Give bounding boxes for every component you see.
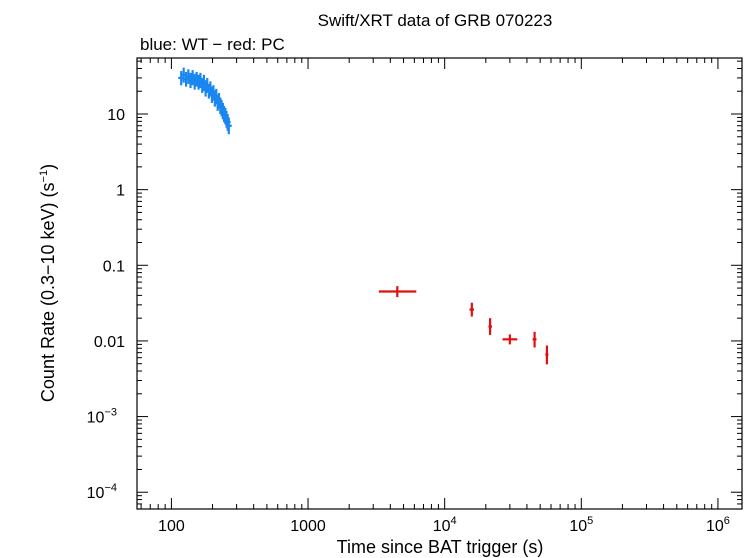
y-tick-label: 1 xyxy=(116,183,125,200)
x-tick-label: 105 xyxy=(569,515,593,535)
y-tick-label: 10−3 xyxy=(87,407,117,427)
data-series xyxy=(178,67,549,365)
x-axis-label: Time since BAT trigger (s) xyxy=(337,537,544,557)
plot-frame xyxy=(136,57,743,510)
y-tick-label: 10−4 xyxy=(87,482,117,502)
y-tick-label: 0.1 xyxy=(103,258,125,275)
chart-title: Swift/XRT data of GRB 070223 xyxy=(318,11,553,30)
y-tick-label: 0.01 xyxy=(94,334,125,351)
y-axis-label: Count Rate (0.3−10 keV) (s−1) xyxy=(38,164,58,402)
series-pc xyxy=(378,286,549,365)
x-tick-label: 104 xyxy=(433,515,457,535)
chart-subtitle: blue: WT − red: PC xyxy=(140,35,285,54)
x-tick-label: 1000 xyxy=(290,518,326,535)
series-wt xyxy=(178,67,232,135)
x-tick-label: 100 xyxy=(158,518,185,535)
x-tick-label: 106 xyxy=(706,515,730,535)
y-tick-label: 10 xyxy=(107,107,125,124)
x-axis-tick-labels: 100 1000 104 105 106 xyxy=(158,515,730,535)
y-axis-tick-labels: 10−4 10−3 0.01 0.1 1 10 xyxy=(87,107,125,502)
axis-ticks xyxy=(137,58,742,510)
